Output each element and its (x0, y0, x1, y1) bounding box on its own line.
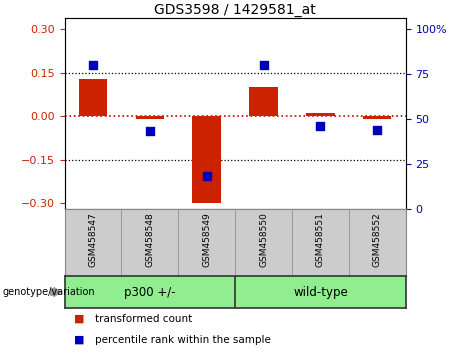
Text: GSM458549: GSM458549 (202, 212, 211, 267)
Title: GDS3598 / 1429581_at: GDS3598 / 1429581_at (154, 3, 316, 17)
Bar (249, 87, 278, 116)
Text: GSM458548: GSM458548 (145, 212, 154, 267)
Text: p300 +/-: p300 +/- (124, 286, 176, 298)
Text: GSM458551: GSM458551 (316, 212, 325, 267)
Text: genotype/variation: genotype/variation (2, 287, 95, 297)
Point (373, 127, 381, 132)
Point (203, 173, 210, 179)
Point (146, 129, 154, 134)
Bar (79, 79, 107, 116)
Bar (193, 116, 221, 203)
Bar (306, 113, 335, 116)
Point (89, 62, 97, 67)
Text: GSM458550: GSM458550 (259, 212, 268, 267)
Bar (363, 116, 391, 119)
Text: GSM458552: GSM458552 (373, 212, 382, 267)
Text: ■: ■ (74, 335, 84, 345)
Bar (136, 116, 164, 119)
Text: GSM458547: GSM458547 (89, 212, 97, 267)
Text: percentile rank within the sample: percentile rank within the sample (95, 335, 271, 345)
Text: ■: ■ (74, 314, 84, 324)
Text: wild-type: wild-type (293, 286, 348, 298)
Text: transformed count: transformed count (95, 314, 192, 324)
Point (260, 62, 267, 67)
Point (317, 123, 324, 129)
